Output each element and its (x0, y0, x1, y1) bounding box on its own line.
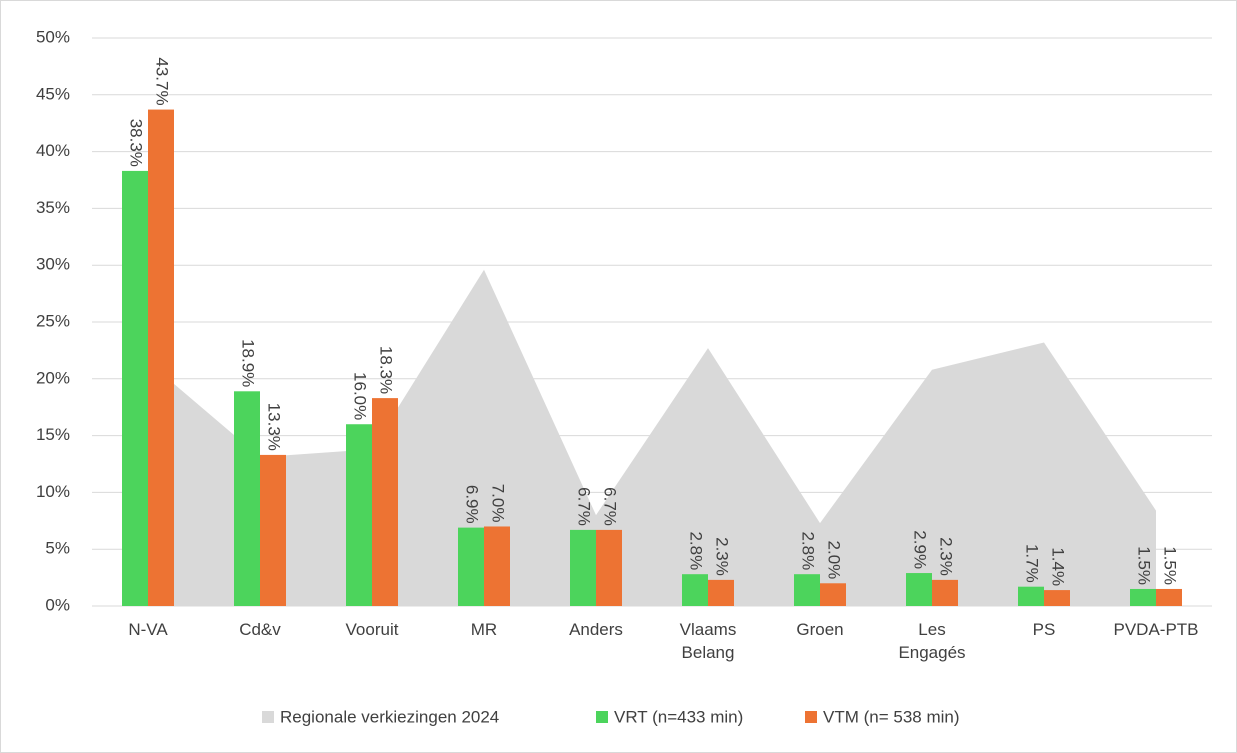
data-label: 1.5% (1135, 546, 1154, 585)
bar (1130, 588, 1156, 606)
data-label: 1.5% (1161, 546, 1180, 585)
bar (794, 574, 820, 606)
data-label: 38.3% (127, 119, 146, 167)
bar (596, 529, 622, 606)
data-label: 6.9% (463, 485, 482, 524)
bar (372, 398, 398, 606)
legend-swatch (596, 711, 608, 723)
data-label: 2.8% (799, 531, 818, 570)
y-tick-label: 25% (36, 311, 70, 330)
bar (570, 529, 596, 606)
x-tick-label: Les Engagés (898, 620, 966, 662)
bar (1018, 586, 1044, 606)
bar (906, 573, 932, 606)
data-label: 16.0% (351, 372, 370, 420)
bar (122, 170, 148, 607)
y-tick-label: 15% (36, 425, 70, 444)
bar (260, 454, 286, 606)
data-label: 43.7% (153, 57, 172, 105)
data-label: 18.3% (377, 346, 396, 394)
y-tick-label: 50% (36, 27, 70, 46)
bar (1044, 590, 1070, 606)
data-label: 1.4% (1049, 547, 1068, 586)
legend-label: VTM (n= 538 min) (823, 707, 960, 726)
legend-swatch (262, 711, 274, 723)
y-tick-label: 5% (45, 539, 70, 558)
x-tick-label: Anders (569, 620, 623, 639)
bar (1156, 588, 1182, 606)
data-label: 18.9% (239, 339, 258, 387)
bar (820, 583, 846, 606)
data-label: 2.0% (825, 541, 844, 580)
x-tick-label: PVDA-PTB (1113, 620, 1199, 639)
bar (234, 391, 260, 606)
bar (484, 526, 510, 606)
y-tick-label: 40% (36, 141, 70, 160)
bar (682, 574, 708, 606)
area (148, 269, 1156, 606)
x-tick-label: Vooruit (345, 620, 399, 639)
bar (932, 579, 958, 606)
data-label: 2.8% (687, 531, 706, 570)
y-tick-label: 45% (36, 84, 70, 103)
x-tick-label: PS (1032, 620, 1056, 639)
y-tick-label: 0% (45, 595, 70, 614)
legend-swatch (805, 711, 817, 723)
legend-label: Regionale verkiezingen 2024 (280, 707, 499, 726)
x-tick-label: Cd&v (239, 620, 281, 639)
bar (458, 527, 484, 606)
data-label: 6.7% (601, 487, 620, 526)
y-tick-label: 30% (36, 255, 70, 274)
bar (148, 109, 174, 607)
x-tick-label: Vlaams Belang (679, 620, 737, 662)
legend-label: VRT (n=433 min) (614, 707, 743, 726)
data-label: 7.0% (489, 484, 508, 523)
data-label: 2.3% (937, 537, 956, 576)
x-tick-label: MR (470, 620, 498, 639)
data-label: 2.3% (713, 537, 732, 576)
bar (346, 424, 372, 606)
data-label: 13.3% (265, 403, 284, 451)
bar (708, 579, 734, 606)
x-tick-label: N-VA (128, 620, 168, 639)
x-tick-label: Groen (796, 620, 844, 639)
y-tick-label: 35% (36, 198, 70, 217)
data-label: 1.7% (1023, 544, 1042, 583)
data-label: 2.9% (911, 530, 930, 569)
data-label: 6.7% (575, 487, 594, 526)
y-tick-label: 10% (36, 482, 70, 501)
y-tick-label: 20% (36, 368, 70, 387)
